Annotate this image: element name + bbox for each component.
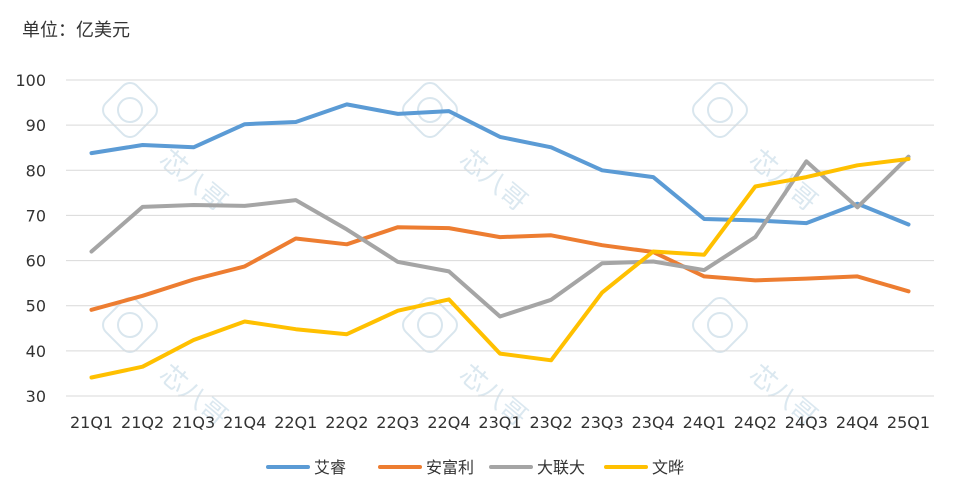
legend: 艾睿 安富利 大联大 文晔 — [266, 458, 684, 477]
series-line-大联大 — [89, 154, 911, 319]
y-tick-label: 80 — [26, 161, 46, 180]
y-tick-label: 30 — [26, 387, 46, 406]
series-layer — [89, 102, 911, 380]
legend-label: 文晔 — [652, 458, 684, 477]
y-tick-label: 50 — [26, 297, 46, 316]
watermark-logo: 芯八哥 — [692, 82, 823, 218]
x-tick-label: 24Q3 — [785, 413, 828, 432]
watermark-logo: 芯八哥 — [402, 82, 533, 218]
x-tick-label: 22Q4 — [427, 413, 470, 432]
x-tick-label: 24Q2 — [734, 413, 777, 432]
y-tick-label: 40 — [26, 342, 46, 361]
legend-label: 安富利 — [426, 458, 474, 477]
x-tick-label: 21Q3 — [172, 413, 215, 432]
watermark-text: 芯八哥 — [454, 144, 533, 217]
x-tick-label: 23Q3 — [581, 413, 624, 432]
x-tick-label: 22Q1 — [274, 413, 317, 432]
legend-label: 艾睿 — [314, 458, 346, 477]
y-tick-label: 90 — [26, 116, 46, 135]
x-tick-label: 21Q1 — [70, 413, 113, 432]
x-tick-label: 25Q1 — [887, 413, 930, 432]
series-line-艾睿 — [89, 102, 911, 227]
unit-label: 单位：亿美元 — [22, 20, 130, 41]
watermark-logo: 芯八哥 — [102, 297, 233, 433]
x-tick-label: 22Q2 — [325, 413, 368, 432]
x-axis: 21Q1 21Q2 21Q3 21Q4 22Q1 22Q2 22Q3 22Q4 23Q1 23Q2… — [70, 413, 930, 432]
series-line-安富利 — [89, 225, 911, 312]
x-tick-label: 23Q2 — [529, 413, 572, 432]
x-tick-label: 23Q1 — [478, 413, 521, 432]
x-tick-label: 21Q4 — [223, 413, 266, 432]
x-tick-label: 24Q4 — [836, 413, 879, 432]
x-tick-label: 22Q3 — [376, 413, 419, 432]
y-axis: 30 40 50 60 70 80 90 100 — [15, 71, 46, 406]
y-tick-label: 60 — [26, 252, 46, 271]
watermark-logo: 芯八哥 — [692, 297, 823, 433]
x-tick-label: 23Q4 — [632, 413, 675, 432]
legend-label: 大联大 — [537, 458, 585, 477]
y-tick-label: 70 — [26, 206, 46, 225]
series-line-文晔 — [89, 157, 911, 380]
x-tick-label: 21Q2 — [121, 413, 164, 432]
x-tick-label: 24Q1 — [683, 413, 726, 432]
y-tick-label: 100 — [15, 71, 46, 90]
